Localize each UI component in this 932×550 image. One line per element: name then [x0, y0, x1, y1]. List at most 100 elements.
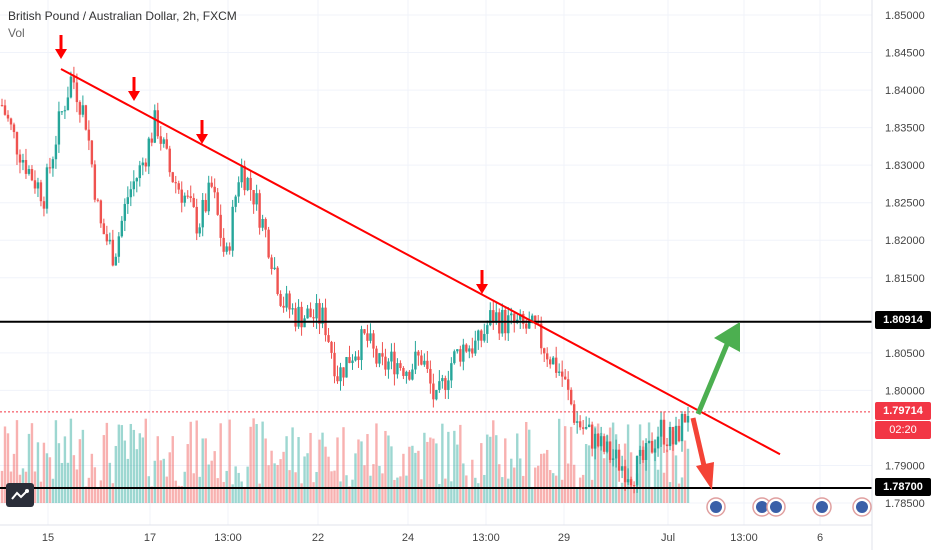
peak-marker-arrow-head — [196, 134, 208, 144]
candle-body — [563, 376, 567, 380]
candle-body — [474, 340, 477, 354]
candle-body — [399, 363, 402, 368]
volume-bar — [171, 436, 174, 503]
candle-body — [30, 169, 34, 181]
volume-bar — [111, 483, 115, 503]
candle-body — [462, 344, 465, 362]
candle-body — [144, 162, 147, 167]
candle-body — [420, 355, 423, 365]
candle-body — [656, 436, 660, 449]
volume-bar — [659, 420, 663, 503]
candle-body — [36, 182, 40, 189]
price-tick-label: 1.79000 — [885, 460, 925, 472]
volume-bar — [608, 427, 612, 503]
candle-body — [614, 449, 618, 459]
volume-bar — [375, 423, 378, 503]
volume-bar — [6, 433, 10, 503]
candle-body — [210, 182, 213, 187]
candle-body — [225, 246, 228, 252]
candle-body — [21, 160, 25, 163]
chart-header: British Pound / Australian Dollar, 2h, F… — [8, 8, 237, 42]
candle-body — [294, 308, 297, 327]
price-tick-label: 1.82500 — [885, 198, 925, 210]
candle-body — [276, 267, 279, 294]
candle-body — [252, 189, 255, 205]
candle-body — [366, 333, 369, 341]
volume-bar — [549, 470, 552, 503]
volume-bar — [93, 467, 97, 503]
candle-body — [617, 449, 621, 471]
time-axis: 15 17 13:00 22 24 13:00 29 Jul 13:00 6 — [0, 524, 872, 544]
volume-bar — [405, 475, 408, 503]
candle-body — [141, 162, 144, 166]
volume-bar — [42, 442, 46, 503]
volume-bar — [186, 444, 189, 503]
candle-body — [306, 308, 309, 319]
candle-body — [78, 102, 82, 115]
volume-bar — [477, 483, 480, 503]
volume-bar — [489, 436, 492, 503]
candle-body — [438, 381, 441, 390]
volume-bar — [366, 434, 369, 503]
candle-body — [644, 443, 648, 460]
candle-body — [33, 180, 37, 189]
candle-body — [9, 118, 13, 125]
candle-body — [333, 352, 336, 377]
volume-bar — [210, 460, 213, 503]
volume-bar — [390, 446, 393, 503]
candle-body — [57, 111, 61, 145]
candle-body — [87, 129, 91, 141]
candle-body — [450, 363, 453, 381]
candle-body — [531, 315, 534, 323]
candle-body — [291, 308, 294, 310]
volume-bar — [87, 477, 91, 503]
peak-marker-arrow-head — [128, 91, 140, 101]
candle-body — [662, 419, 666, 445]
volume-bar — [348, 486, 351, 503]
candle-body — [273, 267, 276, 270]
volume-bar — [51, 478, 55, 503]
candle-body — [378, 353, 381, 364]
candle-body — [632, 485, 636, 487]
volume-bar — [492, 420, 495, 503]
volume-bar — [393, 479, 396, 503]
candle-body — [315, 303, 318, 319]
volume-bar — [252, 418, 255, 503]
volume-bar — [144, 418, 147, 503]
volume-bar — [102, 435, 106, 503]
volume-bar — [0, 470, 4, 503]
candle-body — [546, 353, 549, 360]
candle-body — [683, 413, 687, 423]
candle-body — [498, 312, 501, 334]
candle-body — [339, 367, 342, 382]
candle-body — [495, 312, 498, 323]
volume-bar — [557, 418, 561, 503]
volume-bar — [614, 434, 618, 503]
candle-body — [641, 449, 645, 460]
volume-bar — [438, 483, 441, 503]
candle-body — [417, 351, 420, 356]
candle-body — [396, 363, 399, 375]
candle-body — [255, 193, 258, 205]
volume-bar — [249, 426, 252, 503]
candle-body — [560, 371, 564, 377]
candle-body — [114, 256, 118, 266]
time-tick-label: 24 — [402, 532, 414, 544]
candle-body — [581, 427, 585, 429]
arrows — [55, 35, 740, 490]
volume-bar — [462, 463, 465, 503]
candle-body — [447, 380, 450, 390]
volume-bar — [180, 485, 183, 503]
volume-bar — [312, 482, 315, 503]
tradingview-logo[interactable] — [6, 483, 34, 507]
candle-body — [429, 368, 432, 384]
volume-bar — [318, 439, 321, 503]
candle-body — [426, 360, 429, 369]
candle-body — [638, 449, 642, 456]
volume-bar — [39, 481, 43, 503]
time-tick-label: 13:00 — [730, 532, 758, 544]
candle-body — [129, 189, 133, 198]
volume-bar — [453, 430, 456, 503]
volume-bar — [108, 462, 112, 503]
